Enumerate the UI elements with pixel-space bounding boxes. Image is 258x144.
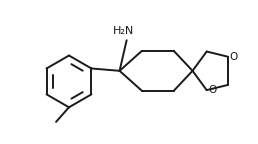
Text: O: O: [230, 52, 238, 62]
Text: H₂N: H₂N: [112, 26, 134, 36]
Text: O: O: [208, 85, 216, 95]
